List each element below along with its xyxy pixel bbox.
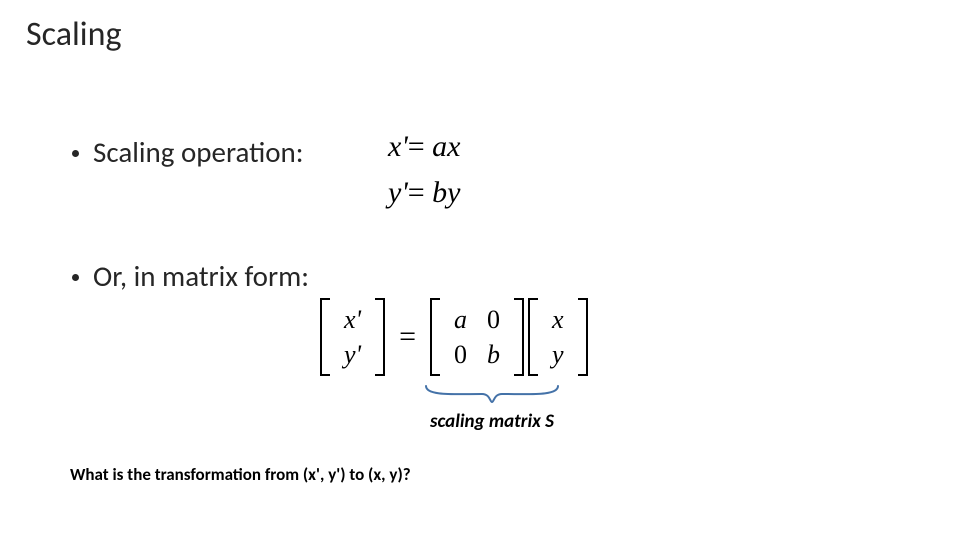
matrix-equation: x'y' = a0 0b xy <box>320 298 588 376</box>
bracket-icon <box>375 298 385 376</box>
bullet-dot-icon <box>72 274 79 281</box>
brace-icon <box>424 384 560 404</box>
bullet-text: Scaling operation: <box>93 134 304 170</box>
bracket-icon <box>430 298 440 376</box>
bullet-scaling-operation: Scaling operation: <box>72 134 304 170</box>
equation-y: y'= by <box>388 176 460 210</box>
underbrace: scaling matrix S <box>424 384 560 433</box>
scaling-matrix: a0 0b <box>444 302 510 373</box>
bracket-icon <box>514 298 524 376</box>
brace-label-symbol: S <box>545 410 554 433</box>
mx-cell: x' <box>334 302 371 337</box>
eq-x-lhs: x' <box>388 130 408 163</box>
eq-x-eq: = <box>408 130 425 163</box>
left-vector: x'y' <box>334 302 371 373</box>
eq-x-var: x <box>447 130 460 163</box>
equation-x: x'= ax <box>388 130 460 164</box>
eq-y-b: b <box>432 176 447 209</box>
brace-label-text: scaling matrix <box>430 410 545 433</box>
question-text: What is the transformation from (x', y')… <box>70 464 411 485</box>
mx-cell: a <box>444 302 477 337</box>
mx-cell: x <box>542 302 574 337</box>
mx-cell: 0 <box>477 302 510 337</box>
equals-sign: = <box>399 320 416 354</box>
slide-title: Scaling <box>26 14 121 55</box>
bullet-text: Or, in matrix form: <box>93 258 309 294</box>
eq-y-eq: = <box>408 176 425 209</box>
bullet-dot-icon <box>72 150 79 157</box>
brace-label: scaling matrix S <box>424 410 560 433</box>
mx-cell: y <box>542 337 574 372</box>
eq-y-var: y <box>447 176 460 209</box>
bracket-icon <box>578 298 588 376</box>
eq-y-lhs: y' <box>388 176 408 209</box>
mx-cell: b <box>477 337 510 372</box>
bracket-icon <box>528 298 538 376</box>
right-vector: xy <box>542 302 574 373</box>
eq-x-a: a <box>432 130 447 163</box>
bracket-icon <box>320 298 330 376</box>
mx-cell: y' <box>334 337 371 372</box>
slide: Scaling Scaling operation: x'= ax y'= by… <box>0 0 960 540</box>
mx-cell: 0 <box>444 337 477 372</box>
bullet-matrix-form: Or, in matrix form: <box>72 258 309 294</box>
